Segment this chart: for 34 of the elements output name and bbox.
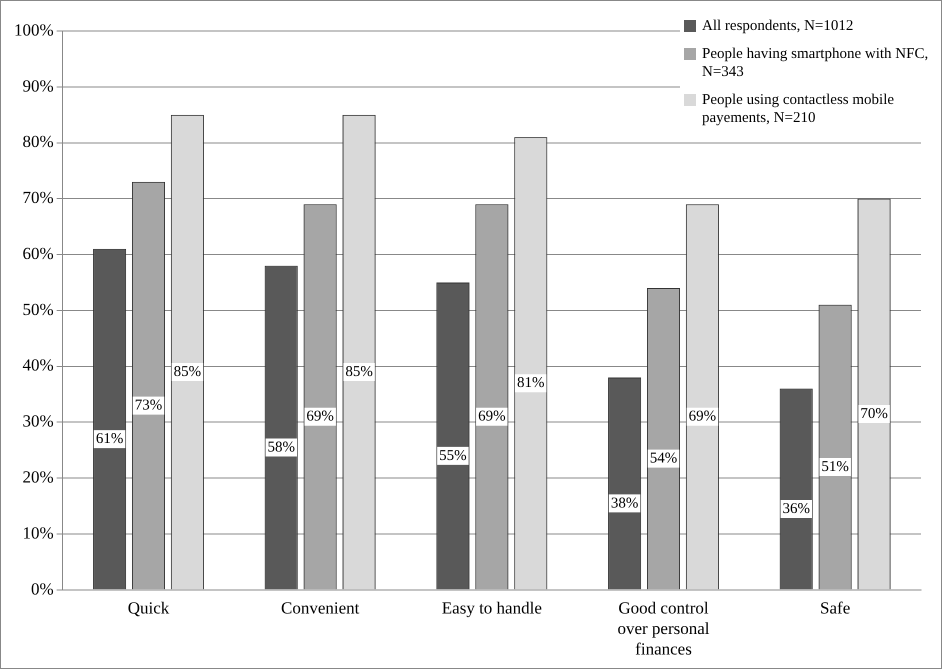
y-tick-label: 100% [14,20,54,40]
legend-label: People using contactless mobile payements, N=210 [702,91,896,127]
data-label: 51% [821,458,849,475]
y-tick-label: 0% [30,579,54,598]
y-tick-label: 30% [22,412,54,431]
data-label: 58% [268,439,295,456]
data-label: 81% [516,375,544,392]
data-label: 54% [650,450,678,467]
x-tick-label: Safe [820,598,850,618]
data-label: 70% [860,406,888,422]
data-label: 38% [610,495,638,512]
x-tick-label: Quick [128,598,170,618]
data-label: 73% [134,398,162,414]
data-label: 55% [439,448,467,464]
y-tick-label: 80% [22,132,54,152]
y-tick-label: 20% [22,468,54,487]
data-label: 69% [306,408,334,425]
data-label: 61% [96,431,124,448]
data-label: 36% [782,500,810,517]
legend-label: People having smartphone with NFC, N=343 [702,45,929,81]
y-tick-label: 90% [22,76,54,96]
data-label: 85% [174,364,202,380]
y-tick-label: 70% [22,188,54,208]
x-tick-label: Convenient [280,598,360,618]
x-tick-label: Easy to handle [442,598,542,618]
data-label: 85% [345,364,373,380]
data-label: 69% [688,408,716,425]
y-tick-label: 10% [22,523,54,542]
x-tick-label: Good control over personal finances [617,598,710,658]
data-label: 69% [478,408,506,425]
y-tick-label: 40% [22,356,54,375]
y-tick-label: 50% [22,300,54,319]
y-tick-label: 60% [22,244,54,263]
legend-label: All respondents, N=1012 [702,17,854,35]
